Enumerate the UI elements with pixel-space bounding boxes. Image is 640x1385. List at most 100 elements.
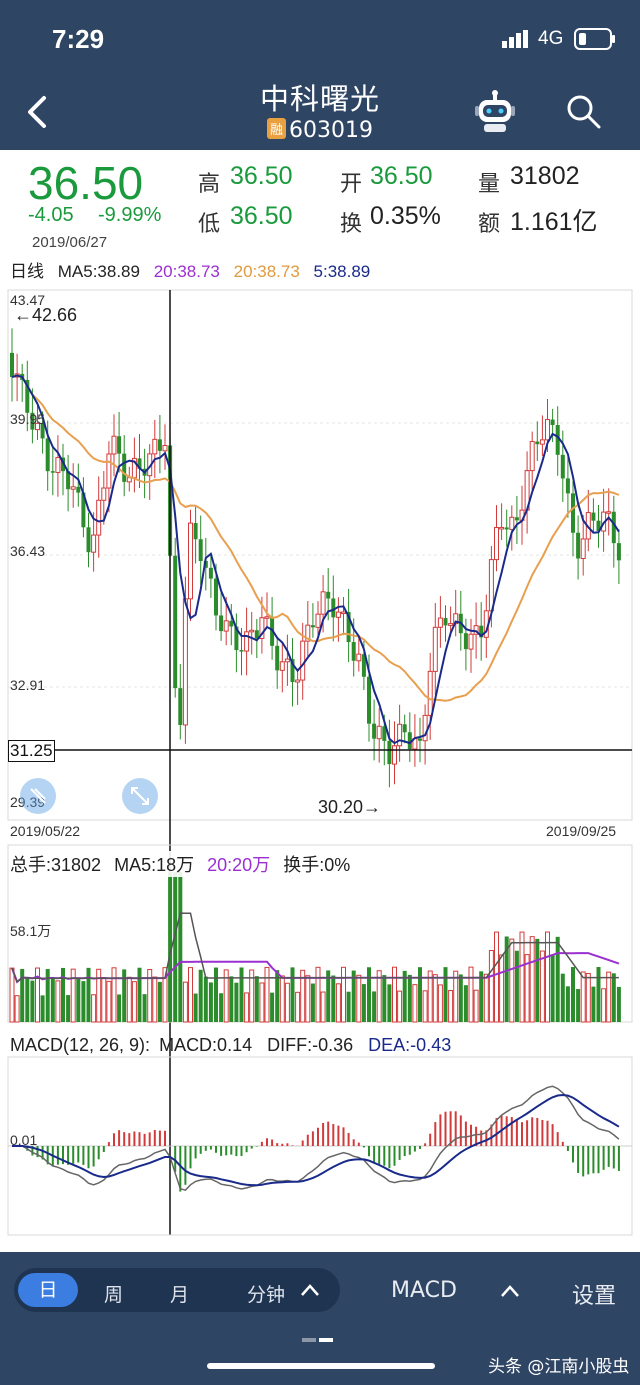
candle-body <box>565 478 570 494</box>
high-label: 高 <box>198 172 221 197</box>
candle-body <box>504 527 509 530</box>
tab-minute[interactable]: 分钟 <box>247 1284 286 1306</box>
volume-bar <box>453 970 459 1023</box>
volume-bar <box>479 971 484 1022</box>
candle-body <box>264 616 270 619</box>
volume-bar <box>367 967 371 1022</box>
volume-bar <box>305 975 311 1023</box>
expand-icon <box>131 787 149 805</box>
candle-body <box>157 439 162 451</box>
candle-body <box>351 642 356 661</box>
volume-bar <box>168 872 173 1022</box>
candle-body <box>367 676 371 724</box>
volume-bar <box>346 991 351 1022</box>
indicator-selector[interactable]: MACD <box>391 1278 457 1303</box>
volume-bar <box>96 968 102 1023</box>
tab-month[interactable]: 月 <box>170 1284 190 1306</box>
candle-body <box>418 738 422 741</box>
volume-bar <box>35 967 40 1023</box>
candle-body <box>244 631 250 652</box>
macd-params: MACD(12, 26, 9): <box>10 1035 151 1055</box>
volume-ma20: 20:20万 <box>207 855 271 875</box>
volume-bar <box>249 969 255 1023</box>
robot-assistant-icon[interactable] <box>474 88 516 140</box>
candle-body <box>545 419 550 441</box>
candle-body <box>448 623 454 626</box>
candle-body <box>223 620 229 632</box>
tab-day[interactable]: 日 <box>18 1273 78 1307</box>
collapse-button[interactable] <box>20 778 56 814</box>
expand-button[interactable] <box>122 778 158 814</box>
candle-body <box>111 435 117 455</box>
candle-body <box>198 539 203 561</box>
ma5-blue-legend: 5:38.89 <box>313 262 371 281</box>
candle-body <box>473 625 479 635</box>
volume-bar <box>341 966 346 1023</box>
candle-body <box>188 522 193 600</box>
search-icon[interactable] <box>566 94 602 134</box>
volume-bar <box>555 936 560 1022</box>
network-type: 4G <box>538 28 564 49</box>
status-time: 7:29 <box>52 24 105 54</box>
home-indicator[interactable] <box>207 1363 435 1369</box>
candle-body <box>427 670 433 716</box>
candle-body <box>30 412 35 430</box>
turnover-value: 0.35% <box>370 202 441 230</box>
candle-body <box>137 458 142 469</box>
candle-body <box>182 598 188 726</box>
stock-name: 中科曙光 <box>259 82 380 116</box>
volume-bar <box>458 974 463 1022</box>
volume-bar <box>488 949 494 1023</box>
volume-bar <box>468 966 474 1023</box>
volume-bar <box>214 967 218 1022</box>
minute-chevron-up-icon[interactable] <box>300 1282 320 1301</box>
candle-body <box>392 745 397 765</box>
tab-week[interactable]: 周 <box>104 1284 124 1306</box>
volume-bar <box>565 986 570 1022</box>
candle-body <box>422 714 428 742</box>
volume-bar <box>157 981 162 1022</box>
candle-body <box>101 487 107 501</box>
back-icon[interactable] <box>22 94 52 134</box>
candle-body <box>284 658 290 663</box>
volume-bar <box>66 995 71 1022</box>
volume-bar <box>188 967 193 1023</box>
volume-bar <box>173 872 178 1022</box>
volume-bar <box>580 971 586 1023</box>
macd-value: MACD:0.14 <box>159 1035 253 1055</box>
indicator-chevron-up-icon[interactable] <box>500 1283 520 1302</box>
candle-body <box>550 419 555 426</box>
volume-bar <box>254 976 259 1022</box>
candle-body <box>45 438 50 472</box>
volume-bar <box>40 995 45 1022</box>
candle-body <box>81 492 86 528</box>
chart-canvas[interactable] <box>0 0 640 1250</box>
volume-bar <box>376 970 382 1023</box>
volume-bar <box>392 966 397 1023</box>
settings-button[interactable]: 设置 <box>572 1284 617 1309</box>
volume-bar <box>147 968 153 1023</box>
volume-bar <box>529 936 535 1023</box>
volume-bar <box>117 994 122 1022</box>
candle-body <box>173 555 178 689</box>
candle-body <box>555 425 560 455</box>
max-price-annotation: ←42.66 <box>14 305 78 325</box>
candle-body <box>219 615 224 632</box>
candle-body <box>382 726 387 741</box>
price-change-pct: -9.99% <box>98 204 162 226</box>
volume-axis-label: 58.1万 <box>10 923 52 939</box>
min-price-annotation: 30.20→ <box>318 797 382 817</box>
high-value: 36.50 <box>230 162 293 190</box>
volume-bar <box>106 980 112 1023</box>
candle-body <box>61 457 65 472</box>
candle-body <box>70 486 76 490</box>
candle-body <box>402 724 407 733</box>
dea-value: DEA:-0.43 <box>368 1035 452 1055</box>
price-axis-top: 43.47 <box>10 292 46 308</box>
candle-body <box>331 598 336 618</box>
volume-bar <box>91 994 97 1023</box>
candle-body <box>591 512 596 521</box>
candle-body <box>208 567 213 579</box>
candle-body <box>535 441 540 445</box>
candle-body <box>372 723 377 739</box>
